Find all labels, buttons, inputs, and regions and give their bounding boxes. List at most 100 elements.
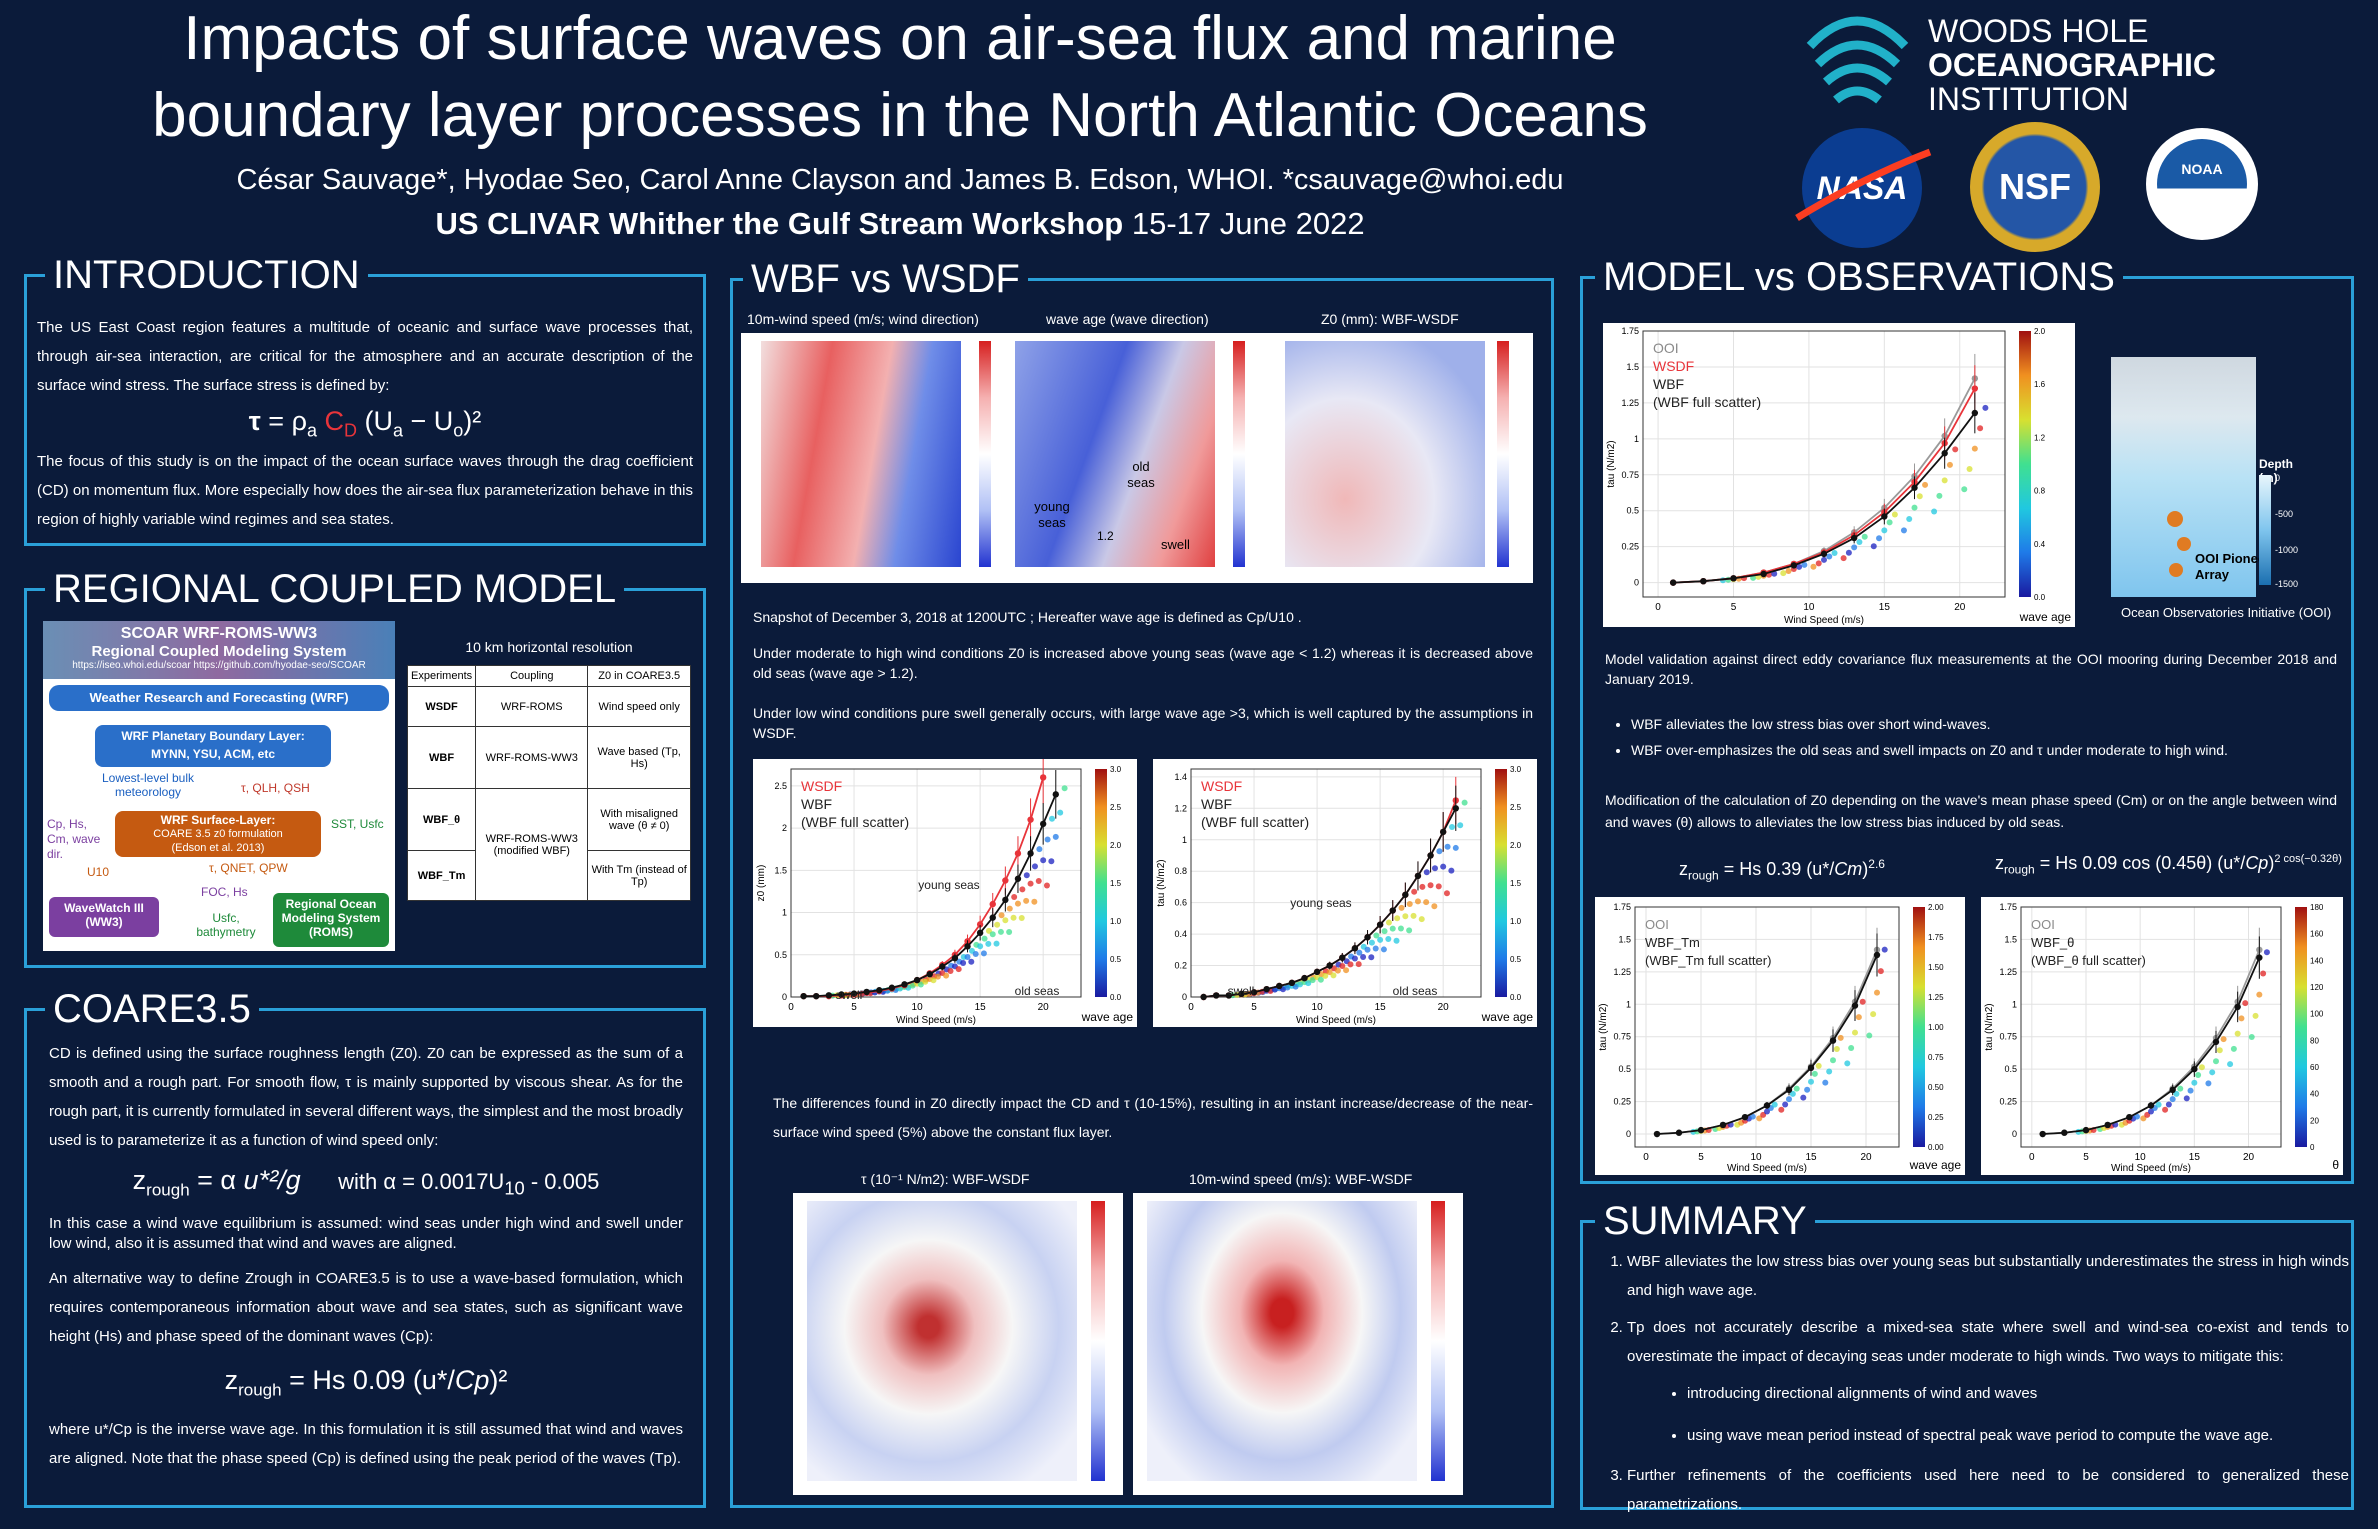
scatter-point: [1756, 1115, 1763, 1122]
plot-frame: [2020, 906, 2282, 1148]
y-tick-label: 0.8: [1174, 866, 1187, 876]
scatter-point: [2165, 1101, 2172, 1108]
colorbar-tick: 180: [2310, 903, 2324, 912]
obs-tau-theta-chart: 0 5 10 15 20 0 0.25 0.5 0.75 1 1.25 1.5 1.75 Wind Spe…: [1981, 897, 2343, 1175]
scatter-point: [1334, 967, 1341, 974]
scatter-point: [2133, 1113, 2140, 1120]
z0-chart: 0 5 10 15 20 0 0.5 1 1.5 2 2.5 Wind Speed (m/s) z0 (…: [753, 751, 1137, 1027]
scatter-point: [1380, 946, 1387, 953]
scatter-point: [994, 921, 1001, 928]
scatter-point: [1859, 998, 1866, 1005]
scatter-point: [1881, 946, 1888, 953]
colorbar-tick: 0.0: [1110, 993, 1122, 1002]
scatter-point: [1778, 1106, 1785, 1113]
tau-chart: 0 5 10 15 20 0 0.2 0.4 0.6 0.8 1 1.2 1.4 Wind Speed (…: [1153, 759, 1537, 1027]
x-tick-label: 10: [1750, 1152, 1762, 1163]
map5-label: 10m-wind speed (m/s): WBF-WSDF: [1189, 1171, 1413, 1187]
scatter-point: [1339, 962, 1346, 969]
series-point: [964, 943, 971, 950]
y-tick-label: 1.5: [774, 865, 787, 875]
chart-annotation: swell: [1228, 984, 1255, 998]
series-point: [1697, 1126, 1705, 1134]
scatter-point: [2205, 1080, 2212, 1087]
y-axis-label: tau (N/m2): [1984, 1003, 1995, 1050]
scatter-point: [917, 981, 924, 988]
colorbar-tick: 1.25: [1928, 993, 1944, 1002]
cp-hs-label: Cp, Hs, Cm, wave dir.: [47, 817, 101, 861]
colorbar-label: wave age: [1909, 1158, 1962, 1172]
colorbar-tick: 1.50: [1928, 963, 1944, 972]
scatter-point: [1292, 983, 1299, 990]
series-point: [1002, 877, 1009, 884]
intro-p2: The focus of this study is on the impact…: [37, 453, 693, 529]
surface-sub1: COARE 3.5 z0 formulation: [153, 828, 283, 840]
table-cell: WRF-ROMS-WW3: [475, 726, 589, 789]
scatter-point: [943, 972, 950, 979]
legend-entry: WBF_Tm: [1645, 935, 1700, 950]
scatter-point: [1014, 900, 1021, 907]
series-point: [1873, 951, 1881, 959]
table-row: WBF_Tm With Tm (instead of Tp): [406, 850, 691, 901]
roms-box: Regional Ocean Modeling System (ROMS): [273, 893, 389, 947]
series-point: [1313, 968, 1321, 976]
series-point: [2169, 1086, 2176, 1094]
scatter-point: [1043, 882, 1050, 889]
scatter-point: [1982, 404, 1989, 411]
y-tick-label: 1.5: [2004, 934, 2017, 944]
y-tick-label: 0.2: [1174, 961, 1187, 971]
table-cell: WBF_θ: [406, 788, 477, 851]
scatter-point: [1881, 527, 1888, 534]
y-tick-label: 1.75: [1613, 902, 1631, 912]
scatter-point: [1397, 925, 1404, 932]
scatter-point: [1411, 888, 1418, 895]
map-wind-speed: [741, 333, 1011, 583]
y-tick-label: 0: [1626, 1129, 1631, 1139]
series-point: [1052, 791, 1059, 798]
legend-entry: WBF: [1653, 376, 1684, 392]
scatter-point: [2213, 1058, 2219, 1065]
series-point: [1027, 850, 1034, 857]
colorbar-tick: 2.00: [1928, 903, 1944, 912]
workshop-date: 15-17 June 2022: [1131, 206, 1365, 241]
series-point: [888, 984, 896, 991]
series-point: [939, 963, 946, 970]
scatter-point: [1044, 836, 1051, 843]
diagram-title-2: Regional Coupled Modeling System: [91, 643, 347, 660]
table-cell: WBF: [406, 726, 477, 789]
regional-title: REGIONAL COUPLED MODEL: [45, 565, 625, 613]
scatter-point: [1866, 1032, 1873, 1039]
scatter-point: [1844, 1060, 1851, 1067]
scatter-point: [1851, 544, 1858, 551]
x-tick-label: 15: [1375, 1002, 1387, 1013]
series-point: [1850, 534, 1858, 542]
series-point: [1730, 575, 1737, 582]
scatter-point: [1971, 445, 1978, 452]
colorbar-tick: 80: [2310, 1036, 2319, 1045]
coare-eq1: zrough = α u*²/g with α = 0.0017U10 - 0.…: [132, 1165, 600, 1200]
table-header-row: Experiments Coupling Z0 in COARE3.5: [406, 665, 691, 687]
scatter-point: [1900, 527, 1907, 534]
scatter-point: [947, 967, 954, 974]
series-point: [1039, 820, 1047, 828]
scatter-point: [1870, 1011, 1877, 1018]
table-row: WSDF WRF-ROMS Wind speed only: [406, 686, 691, 727]
logo-line-3: INSTITUTION: [1928, 81, 2129, 117]
wbf-p3: The differences found in Z0 directly imp…: [773, 1095, 1533, 1140]
scatter-point: [1297, 981, 1304, 988]
workshop: US CLIVAR Whither the Gulf Stream Worksh…: [40, 206, 1760, 242]
series-point: [926, 971, 933, 978]
scatter-point: [1414, 898, 1421, 905]
foc-label: FOC, Hs: [201, 885, 248, 899]
logo-line-1: WOODS HOLE: [1928, 13, 2149, 49]
model-obs-bullets: WBF alleviates the low stress bias over …: [1611, 711, 2351, 763]
series-point: [1027, 816, 1034, 823]
series-point: [1364, 934, 1371, 941]
scatter-point: [1377, 936, 1384, 943]
scatter-point: [1916, 493, 1923, 500]
scatter-point: [1877, 968, 1884, 975]
summary-sub-list: introducing directional alignments of wi…: [1627, 1377, 2349, 1453]
legend-entry: WBF: [1201, 796, 1232, 812]
scatter-point: [1771, 1101, 1778, 1108]
series-point: [1941, 450, 1948, 457]
ooi-mooring-2: [2177, 537, 2191, 551]
